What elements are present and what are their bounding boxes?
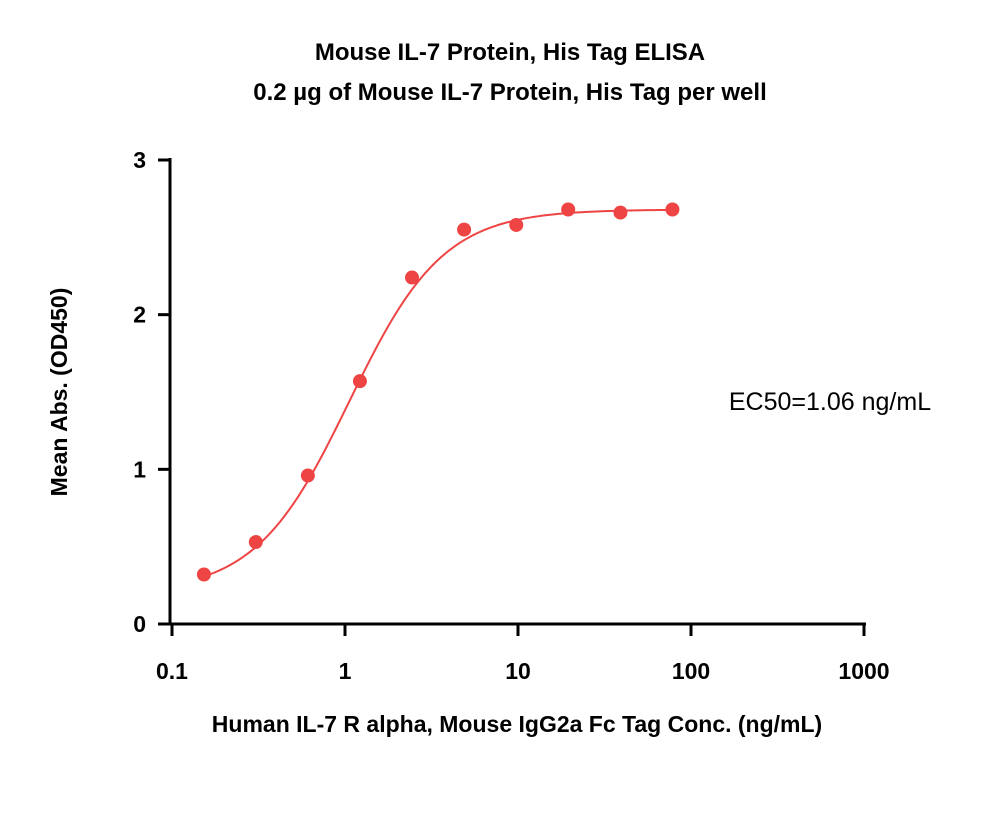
y-tick-label: 3 <box>133 147 146 173</box>
x-tick-label: 1000 <box>838 658 889 684</box>
x-tick-label: 1 <box>339 658 352 684</box>
data-point <box>196 567 211 582</box>
y-axis-label: Mean Abs. (OD450) <box>46 288 72 497</box>
y-tick-label: 1 <box>133 456 146 482</box>
ticks: 0.1 1 10 100 1000 0 1 2 3 <box>133 147 889 684</box>
data-point <box>248 535 263 550</box>
data-point <box>457 222 472 237</box>
data-point <box>613 205 628 220</box>
y-tick-label: 0 <box>133 611 146 637</box>
data-point <box>300 468 315 483</box>
data-point <box>665 202 680 217</box>
data-point <box>561 202 576 217</box>
chart-subtitle: 0.2 µg of Mouse IL-7 Protein, His Tag pe… <box>253 79 766 106</box>
x-axis-label: Human IL-7 R alpha, Mouse IgG2a Fc Tag C… <box>212 711 822 737</box>
x-tick-label: 0.1 <box>156 658 188 684</box>
x-tick-label: 10 <box>505 658 531 684</box>
data-points-group <box>196 202 680 582</box>
x-tick-label: 100 <box>672 658 710 684</box>
fit-curve <box>203 208 673 578</box>
fit-curve-group <box>203 208 673 578</box>
data-point <box>405 270 420 285</box>
data-point <box>509 217 524 232</box>
y-tick-label: 2 <box>133 302 146 328</box>
ec50-annotation: EC50=1.06 ng/mL <box>729 388 931 416</box>
chart-title: Mouse IL-7 Protein, His Tag ELISA <box>315 39 705 66</box>
data-point <box>352 374 367 389</box>
